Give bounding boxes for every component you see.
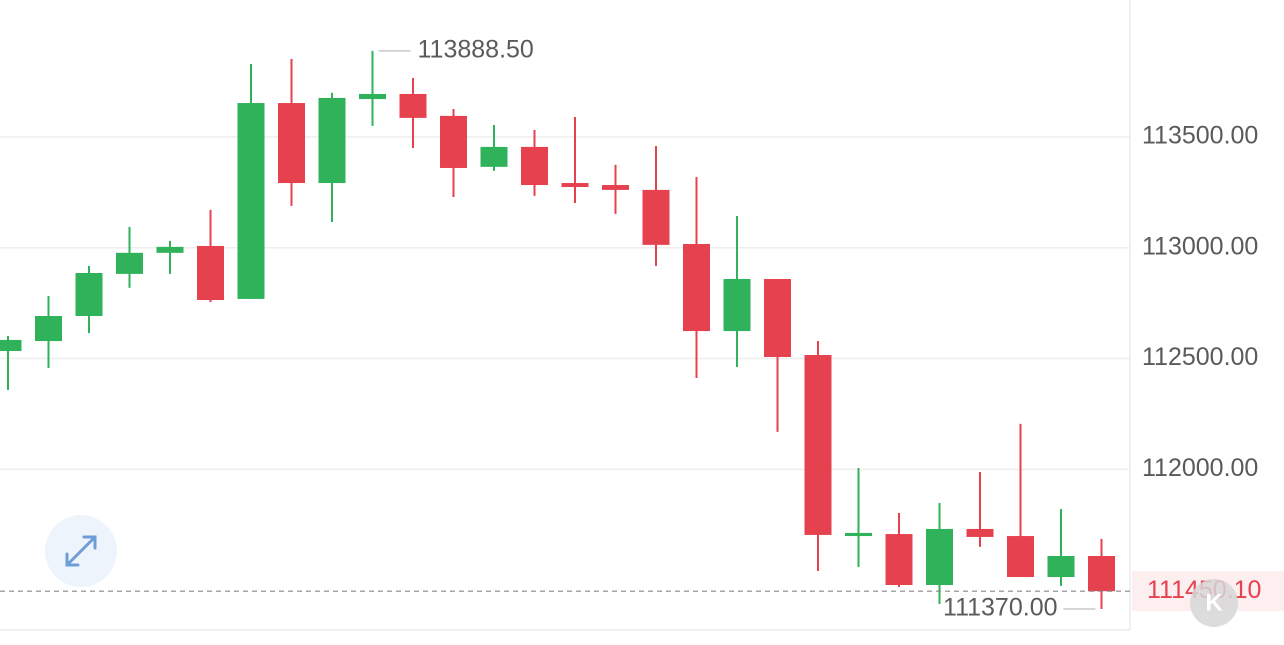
candle-body	[156, 246, 184, 253]
candle-body	[0, 339, 22, 352]
candle-body	[885, 534, 913, 586]
y-tick-label: 112000.00	[1142, 454, 1258, 482]
candle-body	[521, 146, 548, 186]
plot-area: 112000.00 112500.00 113000.00 113500.00 1138…	[0, 35, 1284, 622]
candle-body	[35, 315, 62, 342]
candle-body	[845, 532, 872, 537]
candle-body	[602, 185, 629, 190]
candle-body	[764, 278, 791, 357]
candle-body	[359, 93, 386, 100]
candle-body	[440, 115, 467, 168]
candle-body	[318, 97, 346, 184]
candle-body	[804, 354, 832, 535]
candle-body	[278, 103, 305, 184]
candle-body	[642, 189, 670, 245]
candle-body	[966, 528, 994, 537]
candle-body	[237, 103, 265, 299]
min-label: 111370.00	[943, 594, 1057, 622]
logo-bg	[1190, 579, 1238, 627]
logo: K	[1205, 589, 1223, 616]
expand-icon[interactable]	[65, 535, 97, 567]
candle-body	[561, 183, 589, 188]
y-tick-label: 113000.00	[1142, 232, 1258, 260]
candle-body	[1088, 555, 1115, 592]
y-tick-label: 112500.00	[1142, 343, 1258, 371]
candle-body	[116, 252, 143, 274]
candle-body	[723, 278, 751, 332]
max-label: 113888.50	[418, 35, 534, 63]
candle-body	[1007, 536, 1034, 578]
candle-body	[683, 243, 710, 332]
expand-button[interactable]	[45, 515, 117, 587]
candle-body	[75, 273, 103, 316]
y-tick-label: 113500.00	[1142, 122, 1258, 150]
candle-body	[480, 146, 508, 167]
candle-body	[197, 245, 224, 301]
candle-body	[926, 528, 953, 586]
candle-body	[1047, 555, 1075, 578]
candle-body	[399, 93, 427, 118]
